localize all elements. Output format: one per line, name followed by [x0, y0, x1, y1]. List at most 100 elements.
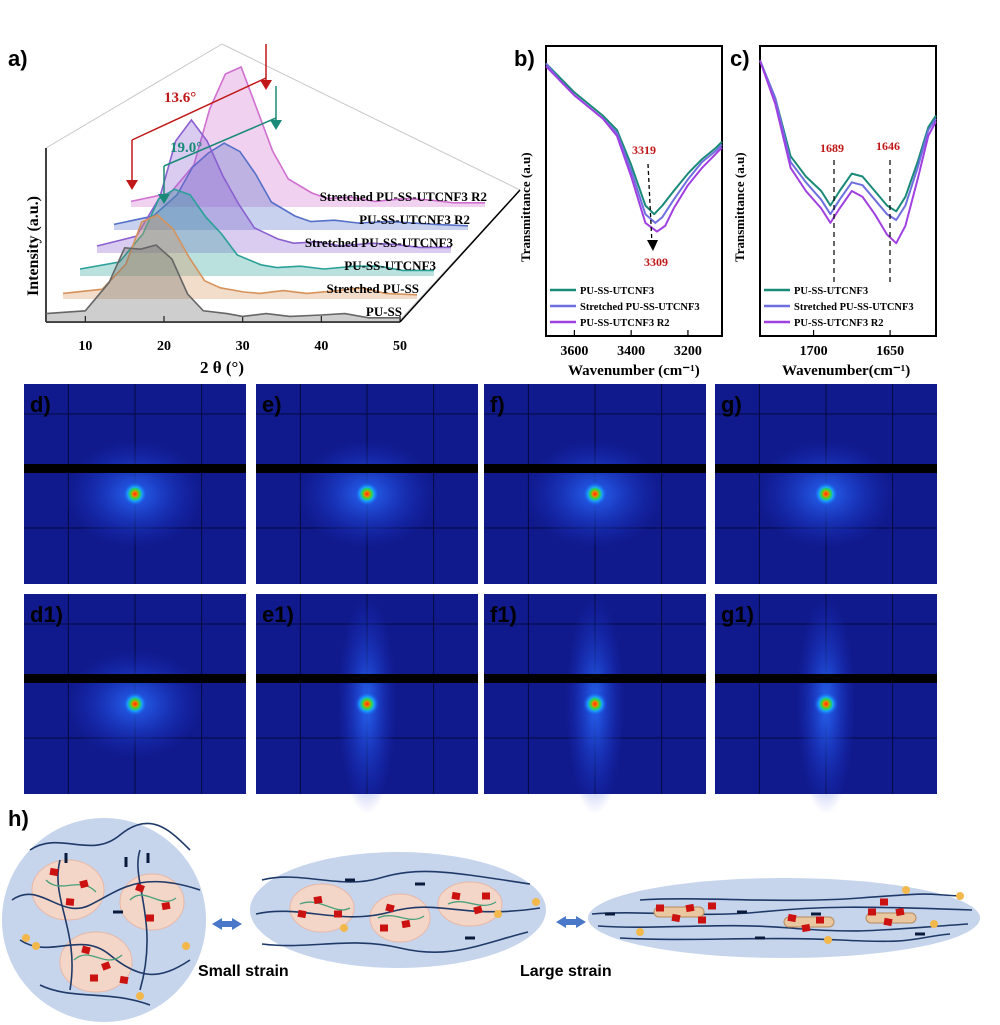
legend-label: Stretched PU-SS-UTCNF3 [794, 302, 914, 313]
panel-c-ftir-co: c) 1700 1650 1689 1646 PU-SS-UTCNF3 Stretc… [730, 45, 937, 379]
saxs-central-spot [354, 481, 380, 507]
cnf-chain [377, 915, 425, 921]
crosslink-dot [32, 942, 40, 950]
crystal-block [671, 913, 681, 923]
saxs-beamstop [24, 464, 246, 473]
panel-a-y-axis-label: Intensity (a.u.) [25, 196, 42, 296]
tick-label: 1700 [800, 344, 828, 359]
legend-label: Stretched PU-SS-UTCNF3 [580, 302, 700, 313]
legend-label: PU-SS-UTCNF3 R2 [794, 318, 884, 329]
crystal-block [816, 916, 824, 924]
series-fill [80, 189, 434, 276]
hard-domain [59, 931, 133, 993]
polymer-chain [639, 893, 961, 902]
crystal-block [65, 898, 75, 906]
polymer-chain [29, 822, 191, 851]
saxs-beamstop [484, 674, 706, 683]
saxs-pattern-d1: d1) [24, 594, 246, 794]
panel-a-series-labels: Stretched PU-SS-UTCNF3 R2 PU-SS-UTCNF3 R2… [305, 189, 487, 319]
hard-domain [31, 859, 105, 921]
series-line [130, 65, 485, 204]
crystal-block [708, 902, 716, 910]
crosslink-dot [956, 892, 964, 900]
saxs-central-spot [813, 481, 839, 507]
saxs-beamstop [24, 674, 246, 683]
saxs-beamstop [256, 674, 478, 683]
tick-label: 3400 [617, 344, 645, 359]
panel-label-g: g) [721, 392, 742, 417]
small-strain-label: Small strain [198, 963, 289, 980]
panel-b-x-axis-label: Wavenumber (cm⁻¹) [568, 363, 700, 379]
panel-b-frame [545, 45, 723, 337]
series-label: Stretched PU-SS [326, 281, 419, 296]
crystal-block [79, 879, 89, 889]
crystal-block [101, 961, 111, 971]
series-fill [97, 120, 451, 253]
hydrogen-bond [146, 853, 150, 863]
series-label: PU-SS-UTCNF3 R2 [359, 212, 470, 227]
series-label: PU-SS [366, 304, 402, 319]
crosslink-dot [532, 898, 540, 906]
double-arrow-1 [212, 918, 242, 930]
hydrogen-bond [113, 910, 123, 914]
panel-b-arrow-head [647, 240, 658, 251]
ellipse-large-strain [588, 878, 980, 958]
crystal-block [146, 914, 154, 922]
panel-b-series [545, 62, 723, 233]
crosslink-dot [636, 928, 644, 936]
panel-b-x-ticks: 3600 3400 3200 [560, 330, 702, 359]
panel-c-frame [759, 45, 937, 337]
series-line [45, 244, 400, 319]
panel-b-y-axis-label: Transmittance (a.u) [518, 152, 533, 262]
panel-c-y-axis-label: Transmittance (a.u) [732, 152, 747, 262]
series-line [113, 142, 469, 227]
crystal-block [161, 901, 171, 911]
crystal-block [473, 905, 483, 915]
panel-c-series [759, 60, 937, 245]
annotation-3319: 3319 [632, 143, 656, 157]
series-line [62, 214, 418, 296]
crystal-block [656, 904, 664, 912]
polymer-chain [39, 984, 151, 1006]
panel-label-a: a) [8, 46, 28, 71]
series-label: Stretched PU-SS-UTCNF3 [305, 235, 454, 250]
crystal-block [135, 883, 145, 893]
panel-a-tick-label: 10 [78, 339, 92, 354]
saxs-pattern-e1: e1) [256, 594, 478, 814]
saxs-pattern-g1: g1) [715, 594, 937, 814]
legend-label: PU-SS-UTCNF3 [794, 286, 868, 297]
saxs-central-spot [122, 691, 148, 717]
polymer-chain [57, 859, 73, 991]
saxs-pattern-d: d) [24, 384, 246, 584]
panel-a-waxd: a) 10 20 30 40 50 Stretched PU-SS-UTCNF3 R2 P… [8, 43, 521, 377]
hydrogen-bond [415, 882, 425, 886]
polymer-chain [137, 849, 148, 991]
series-line [759, 60, 937, 245]
annotation-1646: 1646 [876, 139, 900, 153]
panel-a-peak-markers [126, 44, 282, 204]
polymer-chain [261, 931, 529, 954]
series-line [545, 65, 723, 233]
saxs-pattern-f: f) [484, 384, 706, 584]
saxs-patterns: d) e) f) g) d1) e1) f1) g1) [24, 384, 937, 814]
hydrogen-bond [737, 910, 747, 914]
cnf-chain [299, 901, 351, 911]
panel-label-d: d) [30, 392, 51, 417]
hydrogen-bond [465, 936, 475, 940]
saxs-central-spot [813, 691, 839, 717]
hydrogen-bond [811, 912, 821, 916]
panel-label-e1: e1) [262, 602, 294, 627]
panel-a-tick-label: 20 [157, 339, 171, 354]
saxs-beamstop [715, 674, 937, 683]
crystal-block [787, 913, 797, 923]
crystal-block [685, 903, 695, 913]
panel-label-h: h) [8, 806, 29, 831]
polymer-chain [19, 939, 191, 976]
annotation-3309: 3309 [644, 255, 668, 269]
saxs-central-spot [582, 691, 608, 717]
panel-b-legend: PU-SS-UTCNF3 Stretched PU-SS-UTCNF3 PU-SS-… [550, 286, 700, 329]
series-fill [131, 67, 485, 207]
tick-label: 1650 [876, 344, 904, 359]
panel-a-axes [45, 148, 521, 323]
saxs-beamstop [256, 464, 478, 473]
